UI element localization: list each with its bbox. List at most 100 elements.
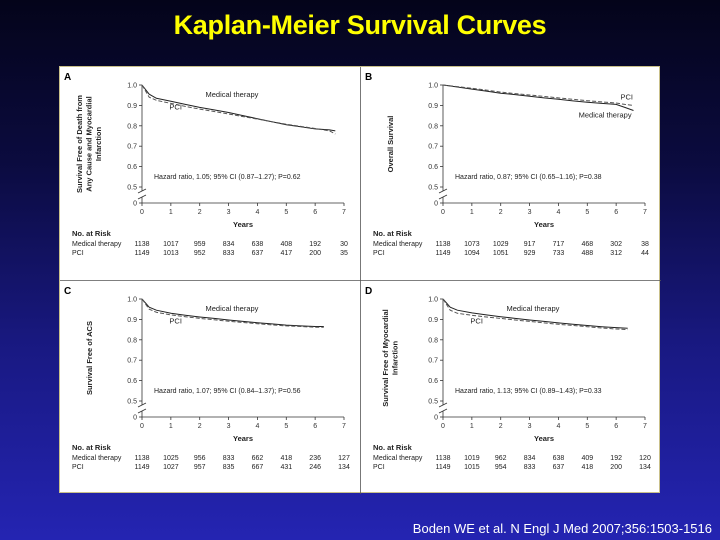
at-risk-value: 192 xyxy=(309,241,321,248)
x-tick-label: 2 xyxy=(499,423,503,430)
y-tick-label: 0.8 xyxy=(127,337,137,344)
at-risk-value: 488 xyxy=(581,250,593,257)
y-tick-label: 0.9 xyxy=(428,317,438,324)
at-risk-value: 1013 xyxy=(163,250,179,257)
series-line-medical-therapy xyxy=(442,84,634,111)
at-risk-value: 35 xyxy=(340,250,348,257)
y-tick-label: 0.7 xyxy=(428,144,438,151)
x-tick-label: 5 xyxy=(585,209,589,216)
y-tick-label: 0.8 xyxy=(127,123,137,130)
at-risk-value: 1027 xyxy=(163,464,179,471)
at-risk-value: 44 xyxy=(641,250,649,257)
axis-break-mark xyxy=(137,408,147,414)
y-tick-label: 1.0 xyxy=(127,297,137,304)
panel-letter: A xyxy=(64,72,71,83)
at-risk-value: 127 xyxy=(338,455,350,462)
x-tick-label: 1 xyxy=(470,209,474,216)
at-risk-value: 418 xyxy=(581,464,593,471)
x-tick-label: 1 xyxy=(169,423,173,430)
series-label: PCI xyxy=(169,316,182,325)
x-tick-label: 2 xyxy=(499,209,503,216)
axis-break-mark xyxy=(438,402,448,408)
at-risk-row-label: PCI xyxy=(373,250,385,257)
at-risk-value: 1149 xyxy=(435,464,450,471)
y-tick-label: 0.6 xyxy=(428,378,438,385)
y-tick-label: 1.0 xyxy=(127,83,137,90)
at-risk-value: 1073 xyxy=(464,241,480,248)
at-risk-value: 1138 xyxy=(134,241,149,248)
at-risk-value: 917 xyxy=(524,241,536,248)
series-label: PCI xyxy=(169,102,182,111)
at-risk-value: 667 xyxy=(252,464,264,471)
x-tick-label: 7 xyxy=(342,209,346,216)
at-risk-value: 134 xyxy=(338,464,350,471)
x-axis-label: Years xyxy=(534,220,554,229)
at-risk-value: 1149 xyxy=(435,250,450,257)
at-risk-value: 246 xyxy=(309,464,321,471)
y-tick-label: 1.0 xyxy=(428,83,438,90)
y-axis-label-line: Any Cause and Myocardial xyxy=(85,96,94,191)
at-risk-value: 959 xyxy=(194,241,206,248)
x-tick-label: 5 xyxy=(284,209,288,216)
y-axis-label-line: Overall Survival xyxy=(386,116,395,173)
panel-a: A Survival Free of Death fromAny Cause an… xyxy=(64,72,348,257)
at-risk-value: 1149 xyxy=(134,464,149,471)
at-risk-value: 409 xyxy=(581,455,593,462)
y-tick-label: 0.9 xyxy=(428,103,438,110)
slide-title: Kaplan-Meier Survival Curves xyxy=(173,10,547,40)
x-tick-label: 6 xyxy=(313,423,317,430)
axis-break-mark xyxy=(438,194,448,200)
y-tick-label: 0.5 xyxy=(428,399,438,406)
series-label: PCI xyxy=(470,316,483,325)
at-risk-value: 1138 xyxy=(134,455,149,462)
citation: Boden WE et al. N Engl J Med 2007;356:15… xyxy=(412,521,712,536)
y-tick-label: 0.6 xyxy=(127,164,137,171)
x-tick-label: 4 xyxy=(556,423,560,430)
at-risk-value: 662 xyxy=(252,455,264,462)
y-tick-label: 1.0 xyxy=(428,297,438,304)
x-tick-label: 2 xyxy=(198,209,202,216)
y-tick-label: 0.5 xyxy=(127,185,137,192)
at-risk-value: 717 xyxy=(553,241,565,248)
at-risk-value: 956 xyxy=(194,455,206,462)
y-tick-label: 0.8 xyxy=(428,337,438,344)
at-risk-value: 835 xyxy=(223,464,235,471)
y-axis-label-line: Survival Free of Myocardial xyxy=(381,309,390,407)
at-risk-value: 637 xyxy=(252,250,264,257)
kaplan-meier-chart-svg: A Survival Free of Death fromAny Cause an… xyxy=(60,67,661,494)
y-axis-label-line: Infarction xyxy=(94,126,103,161)
y-tick-label: 0.8 xyxy=(428,123,438,130)
at-risk-value: 638 xyxy=(252,241,264,248)
panel-c: C Survival Free of ACS 0 0.5 0.6 0.7 0.8 0.9 1.0… xyxy=(64,286,350,471)
x-tick-label: 6 xyxy=(614,423,618,430)
at-risk-title: No. at Risk xyxy=(72,229,112,238)
at-risk-value: 200 xyxy=(309,250,321,257)
at-risk-value: 120 xyxy=(639,455,651,462)
y-tick-label: 0.7 xyxy=(127,144,137,151)
at-risk-value: 200 xyxy=(610,464,622,471)
at-risk-row-label: Medical therapy xyxy=(373,455,423,462)
x-tick-label: 4 xyxy=(255,209,259,216)
at-risk-value: 1138 xyxy=(435,455,450,462)
y-tick-label: 0 xyxy=(434,415,438,422)
at-risk-value: 408 xyxy=(280,241,292,248)
x-tick-label: 2 xyxy=(198,423,202,430)
at-risk-value: 134 xyxy=(639,464,651,471)
y-tick-label: 0.6 xyxy=(428,164,438,171)
hazard-ratio-annotation: Hazard ratio, 1.07; 95% CI (0.84–1.37); … xyxy=(154,388,301,395)
hazard-ratio-annotation: Hazard ratio, 0.87; 95% CI (0.65–1.16); … xyxy=(455,174,602,181)
at-risk-value: 1019 xyxy=(464,455,480,462)
hazard-ratio-annotation: Hazard ratio, 1.13; 95% CI (0.89–1.43); … xyxy=(455,388,602,395)
panel-letter: C xyxy=(64,286,71,297)
y-tick-label: 0.5 xyxy=(428,185,438,192)
x-tick-label: 3 xyxy=(227,209,231,216)
x-tick-label: 3 xyxy=(528,209,532,216)
series-line-pci xyxy=(442,84,634,106)
series-label: Medical therapy xyxy=(205,304,258,313)
at-risk-value: 952 xyxy=(194,250,206,257)
at-risk-value: 1015 xyxy=(464,464,480,471)
at-risk-value: 833 xyxy=(223,250,235,257)
y-tick-label: 0 xyxy=(434,201,438,208)
y-axis-label-line: Infarction xyxy=(391,340,400,375)
